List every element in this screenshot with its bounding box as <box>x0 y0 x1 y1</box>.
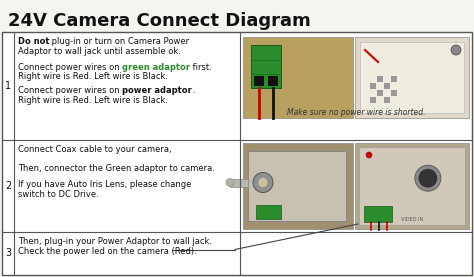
Text: Right wire is Red. Left wire is Black.: Right wire is Red. Left wire is Black. <box>18 72 168 81</box>
Bar <box>364 206 392 222</box>
Bar <box>2 32 472 275</box>
Text: .: . <box>192 86 195 95</box>
Text: Make sure no power wire is shorted.: Make sure no power wire is shorted. <box>287 108 425 117</box>
Bar <box>360 42 464 113</box>
Bar <box>377 76 383 82</box>
Bar <box>355 143 469 229</box>
Circle shape <box>451 45 461 55</box>
Text: Check the power led on the camera (Red).: Check the power led on the camera (Red). <box>18 247 197 255</box>
Circle shape <box>366 152 372 158</box>
Bar <box>243 143 353 229</box>
Text: Connect power wires on: Connect power wires on <box>18 86 122 95</box>
Text: plug-in or turn on Camera Power: plug-in or turn on Camera Power <box>49 37 190 46</box>
Circle shape <box>419 169 437 187</box>
Text: power adaptor: power adaptor <box>122 86 192 95</box>
Bar <box>230 178 248 186</box>
Text: switch to DC Drive.: switch to DC Drive. <box>18 190 99 199</box>
Bar <box>384 83 390 89</box>
Circle shape <box>226 178 234 186</box>
Text: 24V Camera Connect Diagram: 24V Camera Connect Diagram <box>8 12 311 30</box>
Bar <box>359 147 465 225</box>
Text: Then, connector the Green adaptor to camera.: Then, connector the Green adaptor to cam… <box>18 164 215 173</box>
Circle shape <box>258 178 268 188</box>
Bar <box>370 83 376 89</box>
Text: 1: 1 <box>5 81 11 91</box>
Text: Do not: Do not <box>18 37 49 46</box>
Text: If you have Auto Iris Lens, please change: If you have Auto Iris Lens, please chang… <box>18 180 191 189</box>
Bar <box>268 76 278 86</box>
Bar <box>370 97 376 103</box>
Bar <box>248 151 346 221</box>
Text: 3: 3 <box>5 248 11 258</box>
Bar <box>243 37 353 118</box>
Bar <box>384 97 390 103</box>
Bar <box>254 76 264 86</box>
Text: Adaptor to wall jack until assemble ok.: Adaptor to wall jack until assemble ok. <box>18 47 181 55</box>
Bar <box>256 205 281 219</box>
Text: VIDEO IN: VIDEO IN <box>401 217 423 222</box>
Text: green adaptor: green adaptor <box>122 63 190 72</box>
Bar <box>391 90 397 96</box>
Bar <box>251 45 281 88</box>
Text: Connect Coax cable to your camera,: Connect Coax cable to your camera, <box>18 145 172 154</box>
Bar <box>391 76 397 82</box>
Bar <box>377 90 383 96</box>
Text: first.: first. <box>190 63 212 72</box>
Bar <box>355 37 469 118</box>
Text: 2: 2 <box>5 181 11 191</box>
Circle shape <box>415 165 441 191</box>
Text: Connect power wires on: Connect power wires on <box>18 63 122 72</box>
Circle shape <box>253 173 273 193</box>
Text: Then, plug-in your Power Adaptor to wall jack.: Then, plug-in your Power Adaptor to wall… <box>18 237 212 246</box>
Text: Right wire is Red. Left wire is Black.: Right wire is Red. Left wire is Black. <box>18 96 168 105</box>
